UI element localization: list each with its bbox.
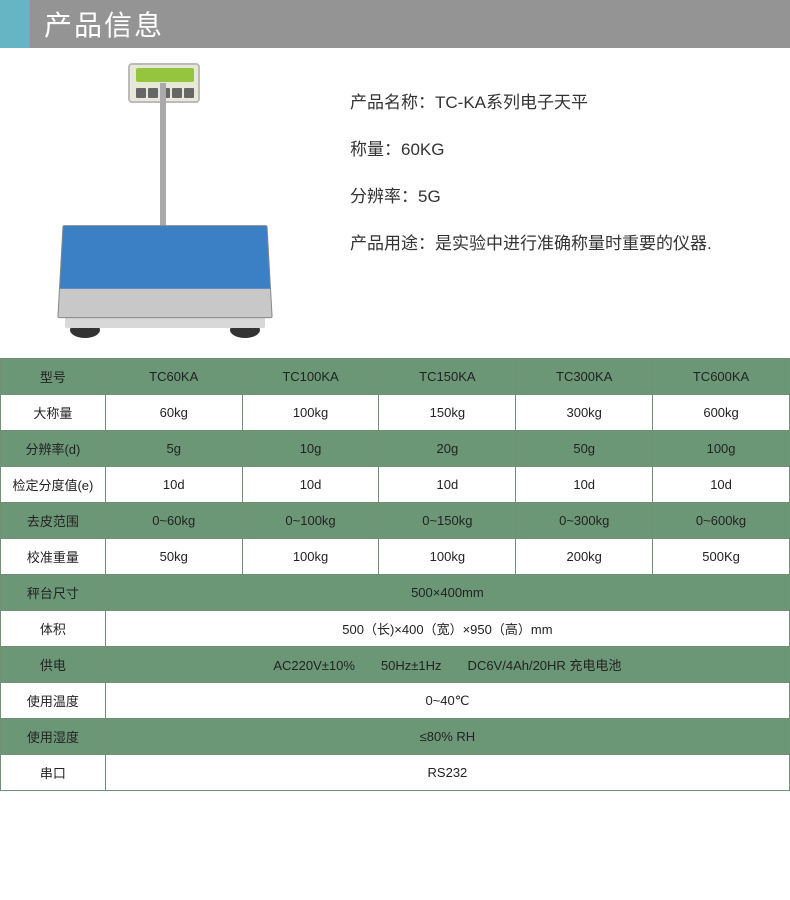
row-label: 大称量 [1, 395, 106, 431]
product-usage-value: 是实验中进行准确称量时重要的仪器. [435, 234, 712, 253]
scale-platform-icon [57, 225, 272, 318]
table-row: 去皮范围0~60kg0~100kg0~150kg0~300kg0~600kg [1, 503, 790, 539]
cell-value: 600kg [653, 395, 790, 431]
cell-value: 0~300kg [516, 503, 653, 539]
cell-value-span: 0~40℃ [105, 683, 789, 719]
table-row: 检定分度值(e)10d10d10d10d10d [1, 467, 790, 503]
cell-value: 150kg [379, 395, 516, 431]
table-row: 型号TC60KATC100KATC150KATC300KATC600KA [1, 359, 790, 395]
product-weight-value: 60KG [401, 140, 444, 159]
cell-value: 10d [653, 467, 790, 503]
cell-value: 100kg [242, 539, 379, 575]
header-bar: 产品信息 [0, 0, 790, 48]
cell-value: 10d [105, 467, 242, 503]
cell-value: 10d [379, 467, 516, 503]
cell-value-span: RS232 [105, 755, 789, 791]
cell-value: TC150KA [379, 359, 516, 395]
table-row: 串口RS232 [1, 755, 790, 791]
table-row: 分辨率(d)5g10g20g50g100g [1, 431, 790, 467]
row-label: 串口 [1, 755, 106, 791]
product-resolution-label: 分辨率： [350, 187, 418, 206]
table-row: 大称量60kg100kg150kg300kg600kg [1, 395, 790, 431]
table-row: 使用湿度≤80% RH [1, 719, 790, 755]
row-label: 使用温度 [1, 683, 106, 719]
cell-value: 10d [242, 467, 379, 503]
cell-value: TC600KA [653, 359, 790, 395]
product-weight-line: 称量：60KG [350, 135, 780, 160]
product-info: 产品名称：TC-KA系列电子天平 称量：60KG 分辨率：5G 产品用途：是实验… [350, 58, 780, 338]
header-title: 产品信息 [30, 0, 790, 48]
spec-table: 型号TC60KATC100KATC150KATC300KATC600KA大称量6… [0, 358, 790, 791]
table-row: 使用温度0~40℃ [1, 683, 790, 719]
cell-value: 0~150kg [379, 503, 516, 539]
table-row: 供电AC220V±10% 50Hz±1Hz DC6V/4Ah/20HR 充电电池 [1, 647, 790, 683]
table-row: 秤台尺寸500×400mm [1, 575, 790, 611]
cell-value-span: ≤80% RH [105, 719, 789, 755]
cell-value: 100g [653, 431, 790, 467]
cell-value: 0~60kg [105, 503, 242, 539]
row-label: 去皮范围 [1, 503, 106, 539]
cell-value: TC60KA [105, 359, 242, 395]
cell-value: 100kg [242, 395, 379, 431]
product-top-section: 产品名称：TC-KA系列电子天平 称量：60KG 分辨率：5G 产品用途：是实验… [0, 48, 790, 358]
scale-pole-icon [160, 83, 166, 228]
cell-value: 500Kg [653, 539, 790, 575]
product-name-label: 产品名称： [350, 93, 435, 112]
header-accent [0, 0, 30, 48]
row-label: 校准重量 [1, 539, 106, 575]
cell-value: 200kg [516, 539, 653, 575]
cell-value: 0~100kg [242, 503, 379, 539]
cell-value: 50g [516, 431, 653, 467]
row-label: 体积 [1, 611, 106, 647]
cell-value: 100kg [379, 539, 516, 575]
product-usage-line: 产品用途：是实验中进行准确称量时重要的仪器. [350, 229, 780, 254]
product-resolution-line: 分辨率：5G [350, 182, 780, 207]
cell-value: TC300KA [516, 359, 653, 395]
row-label: 供电 [1, 647, 106, 683]
cell-value-span: AC220V±10% 50Hz±1Hz DC6V/4Ah/20HR 充电电池 [105, 647, 789, 683]
product-usage-label: 产品用途： [350, 234, 435, 253]
row-label: 秤台尺寸 [1, 575, 106, 611]
row-label: 使用湿度 [1, 719, 106, 755]
table-row: 体积500（长)×400（宽）×950（高）mm [1, 611, 790, 647]
cell-value: 20g [379, 431, 516, 467]
cell-value: 10g [242, 431, 379, 467]
product-weight-label: 称量： [350, 140, 401, 159]
cell-value: 50kg [105, 539, 242, 575]
product-resolution-value: 5G [418, 187, 441, 206]
table-row: 校准重量50kg100kg100kg200kg500Kg [1, 539, 790, 575]
cell-value: 300kg [516, 395, 653, 431]
cell-value: 10d [516, 467, 653, 503]
product-image [30, 58, 310, 338]
row-label: 型号 [1, 359, 106, 395]
cell-value: TC100KA [242, 359, 379, 395]
cell-value: 5g [105, 431, 242, 467]
product-name-value: TC-KA系列电子天平 [435, 93, 588, 112]
cell-value: 0~600kg [653, 503, 790, 539]
cell-value-span: 500×400mm [105, 575, 789, 611]
cell-value-span: 500（长)×400（宽）×950（高）mm [105, 611, 789, 647]
row-label: 分辨率(d) [1, 431, 106, 467]
cell-value: 60kg [105, 395, 242, 431]
row-label: 检定分度值(e) [1, 467, 106, 503]
product-name-line: 产品名称：TC-KA系列电子天平 [350, 88, 780, 113]
